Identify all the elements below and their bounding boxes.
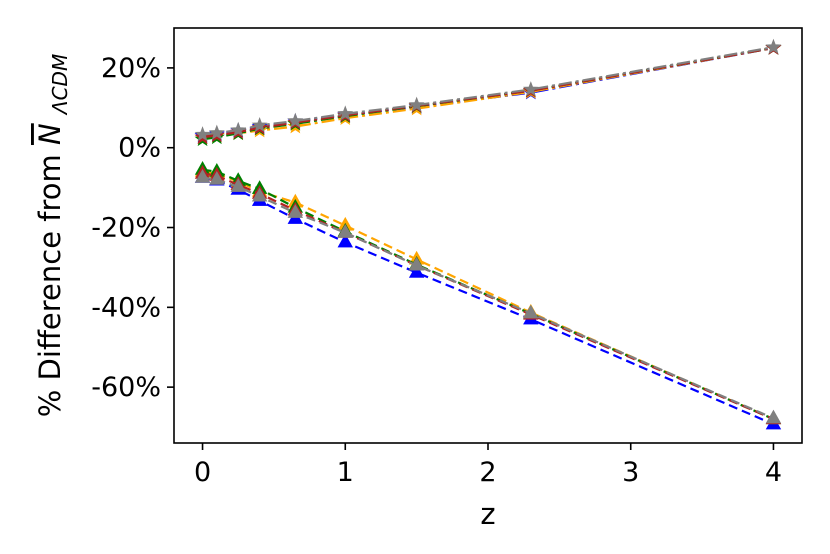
data-point: [522, 81, 539, 97]
data-point: [408, 96, 425, 112]
data-point: [208, 124, 225, 140]
y-axis-label-subscript: ΛCDM: [48, 54, 72, 116]
y-tick-label: -60%: [91, 372, 161, 403]
y-tick-label: 20%: [101, 53, 161, 84]
plot-frame: [173, 27, 803, 444]
series-0: [194, 39, 782, 143]
series-4: [194, 38, 782, 142]
data-point: [230, 121, 247, 137]
data-point: [230, 178, 246, 192]
data-point: [251, 117, 268, 133]
data-point: [408, 256, 425, 271]
data-point: [765, 409, 782, 424]
series-5: [194, 169, 782, 430]
series-1: [194, 39, 782, 145]
data-point: [337, 224, 353, 238]
data-point: [523, 304, 539, 319]
x-tick-label: 2: [479, 457, 496, 488]
y-tick-label: 0%: [118, 133, 161, 164]
x-tick-label: 4: [765, 457, 782, 488]
series-line: [202, 176, 774, 420]
data-point: [408, 263, 425, 278]
data-point: [337, 105, 354, 121]
data-point: [287, 204, 304, 218]
data-point: [251, 187, 268, 202]
data-point: [209, 171, 225, 185]
series-layer: [194, 38, 782, 430]
series-line: [202, 46, 774, 136]
x-tick-label: 0: [194, 457, 211, 488]
series-line: [202, 46, 774, 139]
series-9: [194, 169, 782, 424]
x-axis-label: z: [480, 497, 495, 531]
x-tick-label: 1: [337, 457, 354, 488]
y-axis-label-prefix: % Difference from: [33, 145, 67, 417]
y-axis-label-symbol: N: [33, 123, 67, 145]
y-tick-label: -20%: [91, 213, 161, 244]
data-point: [337, 233, 353, 248]
y-tick-label: -40%: [91, 292, 161, 323]
y-axis-label: % Difference from N ΛCDM: [33, 54, 72, 417]
x-tick-label: 3: [622, 457, 639, 488]
axes-layer: 0 1 2 3 4 20% 0% -20% -40% -60%: [91, 53, 782, 488]
data-point: [765, 38, 782, 54]
data-point: [194, 126, 211, 142]
series-2: [194, 39, 782, 147]
data-point: [287, 112, 304, 128]
data-point: [194, 169, 211, 183]
